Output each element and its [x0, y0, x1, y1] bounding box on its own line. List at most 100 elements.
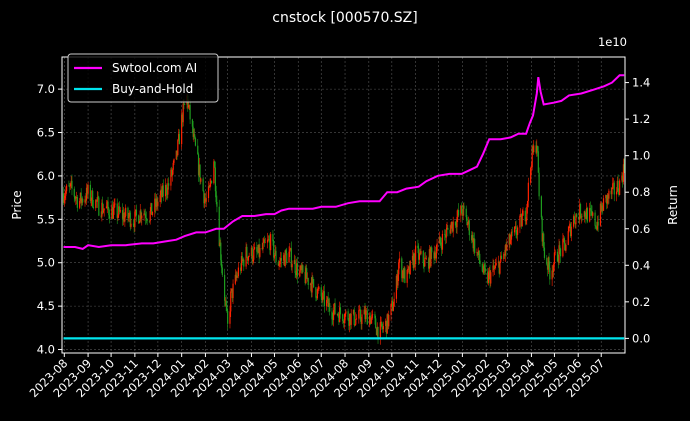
candle-body: [515, 226, 517, 235]
candle-body: [316, 289, 319, 299]
candle-body: [570, 226, 572, 237]
candle-body: [473, 238, 475, 249]
candle-body: [188, 104, 190, 106]
candle-body: [315, 287, 317, 298]
candle-body: [113, 204, 115, 208]
candle-body: [551, 270, 553, 280]
candle-body: [563, 238, 566, 244]
candle-body: [622, 164, 625, 182]
candle-body: [134, 211, 136, 228]
candle-body: [214, 161, 216, 168]
candle-body: [576, 214, 578, 217]
candle-body: [413, 253, 415, 268]
candle-body: [121, 210, 124, 219]
candle-body: [386, 314, 388, 334]
candle-body: [352, 309, 355, 314]
candle-body: [520, 214, 523, 227]
candle-body: [354, 324, 356, 326]
candle-body: [477, 250, 480, 255]
candle-body: [257, 244, 259, 253]
candle-body: [250, 247, 253, 256]
candle-body: [504, 245, 506, 256]
candle-body: [171, 169, 173, 176]
candle-body: [345, 311, 347, 314]
candle-body: [596, 226, 598, 230]
candle-body: [423, 262, 425, 267]
candle-body: [450, 225, 452, 234]
candle-body: [187, 105, 190, 108]
candle-body: [425, 258, 427, 259]
candle-body: [490, 272, 492, 284]
candle-body: [541, 217, 543, 242]
candle-body: [562, 238, 564, 257]
candle-body: [347, 311, 349, 320]
candle-body: [487, 271, 489, 283]
candle-body: [412, 255, 414, 268]
candle-body: [332, 319, 334, 321]
candle-body: [251, 247, 253, 262]
candle-body: [71, 180, 73, 189]
left-tick-label: 6.0: [37, 169, 55, 183]
candle-body: [151, 211, 154, 215]
candle-body: [610, 190, 612, 195]
candle-body: [508, 234, 510, 245]
candle-body: [428, 249, 431, 269]
candle-body: [253, 249, 255, 260]
legend-label: Swtool.com AI: [112, 61, 197, 75]
candle-body: [595, 225, 597, 227]
candle-body: [101, 202, 103, 217]
candle-body: [102, 210, 105, 213]
candle-body: [151, 203, 153, 215]
candle-body: [284, 250, 286, 267]
candle-body: [237, 275, 239, 277]
candle-body: [503, 253, 506, 256]
candle-body: [145, 217, 147, 220]
candle-body: [591, 211, 593, 216]
candle-body: [621, 175, 623, 181]
candle-body: [573, 216, 575, 223]
candle-body: [433, 252, 435, 259]
candle-body: [133, 223, 135, 228]
candle-body: [487, 272, 490, 283]
candle-body: [538, 172, 540, 197]
candle-body: [259, 248, 261, 257]
candle-body: [283, 255, 286, 267]
candle-body: [605, 195, 608, 204]
candle-body: [510, 239, 512, 244]
candle-body: [295, 272, 297, 275]
candle-body: [160, 189, 162, 196]
candle-body: [145, 214, 147, 218]
candle-body: [498, 261, 500, 274]
candle-body: [451, 221, 453, 226]
candle-body: [82, 198, 84, 203]
candle-body: [492, 265, 494, 273]
candle-body: [381, 321, 383, 328]
candle-body: [279, 260, 281, 265]
candle-body: [87, 184, 89, 194]
candle-body: [445, 229, 447, 238]
candle-body: [365, 310, 368, 312]
candle-body: [323, 291, 325, 307]
candle-body: [463, 205, 465, 209]
candle-body: [478, 250, 480, 261]
candle-body: [175, 150, 177, 160]
candle-body: [139, 210, 141, 222]
candle-body: [256, 247, 258, 252]
candle-body: [194, 134, 196, 138]
candle-body: [280, 258, 282, 261]
candle-body: [420, 251, 422, 254]
candle-body: [382, 327, 384, 330]
candle-body: [573, 216, 575, 227]
candle-body: [149, 211, 151, 222]
candle-body: [524, 210, 526, 222]
candle-body: [197, 154, 200, 176]
candle-body: [585, 216, 587, 219]
candle-body: [597, 221, 599, 226]
candle-body: [385, 320, 387, 327]
candle-body: [387, 314, 389, 327]
candle-body: [440, 242, 442, 245]
candle-body: [326, 299, 328, 307]
candle-body: [522, 210, 524, 216]
candle-body: [371, 314, 373, 318]
candle-body: [280, 258, 282, 261]
